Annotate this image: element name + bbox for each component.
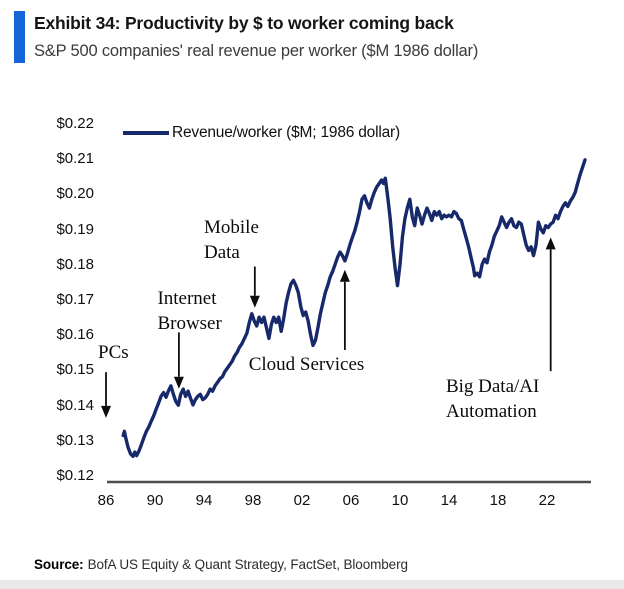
y-tick-label-4: $0.18 <box>56 255 94 273</box>
annotation-label-line: Big Data/AI <box>445 375 540 397</box>
x-tick-label-3: 98 <box>244 492 262 509</box>
x-tick-label-4: 02 <box>293 492 311 509</box>
annotation-label-line: Browser <box>157 312 222 334</box>
exhibit-subtitle: S&P 500 companies' real revenue per work… <box>34 42 479 60</box>
annotation-label-line: Internet <box>157 287 217 309</box>
x-tick-label-0: 86 <box>97 492 115 509</box>
y-tick-label-3: $0.19 <box>56 220 94 238</box>
annotation-arrow-head-pcs <box>101 405 111 418</box>
annotation-label-pcs: PCs <box>98 340 129 365</box>
exhibit-title: Exhibit 34: Productivity by $ to worker … <box>34 13 454 33</box>
annotation-arrow-head-big-data-ai-automation <box>545 237 556 250</box>
annotation-label-line: PCs <box>98 342 129 364</box>
annotation-arrow-head-internet-browser <box>173 376 184 389</box>
annotation-arrow-head-cloud-services <box>339 269 350 282</box>
y-tick-label-1: $0.21 <box>56 150 94 168</box>
y-tick-label-7: $0.15 <box>56 361 94 379</box>
legend-label: Revenue/worker ($M; 1986 dollar) <box>172 124 400 141</box>
x-tick-label-1: 90 <box>146 492 164 509</box>
title-accent-bar <box>14 11 25 63</box>
y-tick-label-8: $0.14 <box>56 396 94 414</box>
annotation-label-big-data-ai-automation: Big Data/AI Automation <box>446 374 539 424</box>
bottom-strip <box>0 580 624 589</box>
chart-legend: Revenue/worker ($M; 1986 dollar) <box>123 124 400 142</box>
legend-line-swatch <box>123 131 169 135</box>
source-text: BofA US Equity & Quant Strategy, FactSet… <box>87 557 408 572</box>
y-tick-label-9: $0.13 <box>56 431 94 449</box>
annotation-arrow-head-mobile-data <box>249 295 260 308</box>
x-tick-label-7: 14 <box>440 492 458 509</box>
annotation-label-line: Automation <box>445 400 537 422</box>
x-tick-label-5: 06 <box>342 492 360 509</box>
annotation-label-cloud-services: Cloud Services <box>249 352 365 377</box>
y-tick-label-10: $0.12 <box>56 467 94 484</box>
annotation-label-mobile-data: Mobile Data <box>204 215 259 265</box>
x-tick-label-8: 18 <box>489 492 507 509</box>
source-note: Source: BofA US Equity & Quant Strategy, … <box>34 557 408 572</box>
y-tick-label-0: $0.22 <box>56 115 94 132</box>
annotation-label-line: Data <box>204 241 240 263</box>
y-tick-label-5: $0.17 <box>56 291 94 308</box>
annotation-label-line: Mobile <box>204 216 259 238</box>
annotation-label-line: Cloud Services <box>248 354 365 376</box>
source-label: Source: <box>34 557 84 572</box>
x-tick-label-9: 22 <box>538 492 556 509</box>
revenue-per-worker-line <box>121 158 587 458</box>
x-tick-label-6: 10 <box>391 492 409 509</box>
y-tick-label-2: $0.20 <box>56 185 94 203</box>
x-tick-label-2: 94 <box>195 492 213 509</box>
annotation-label-internet-browser: Internet Browser <box>157 286 221 336</box>
y-tick-label-6: $0.16 <box>56 326 94 344</box>
